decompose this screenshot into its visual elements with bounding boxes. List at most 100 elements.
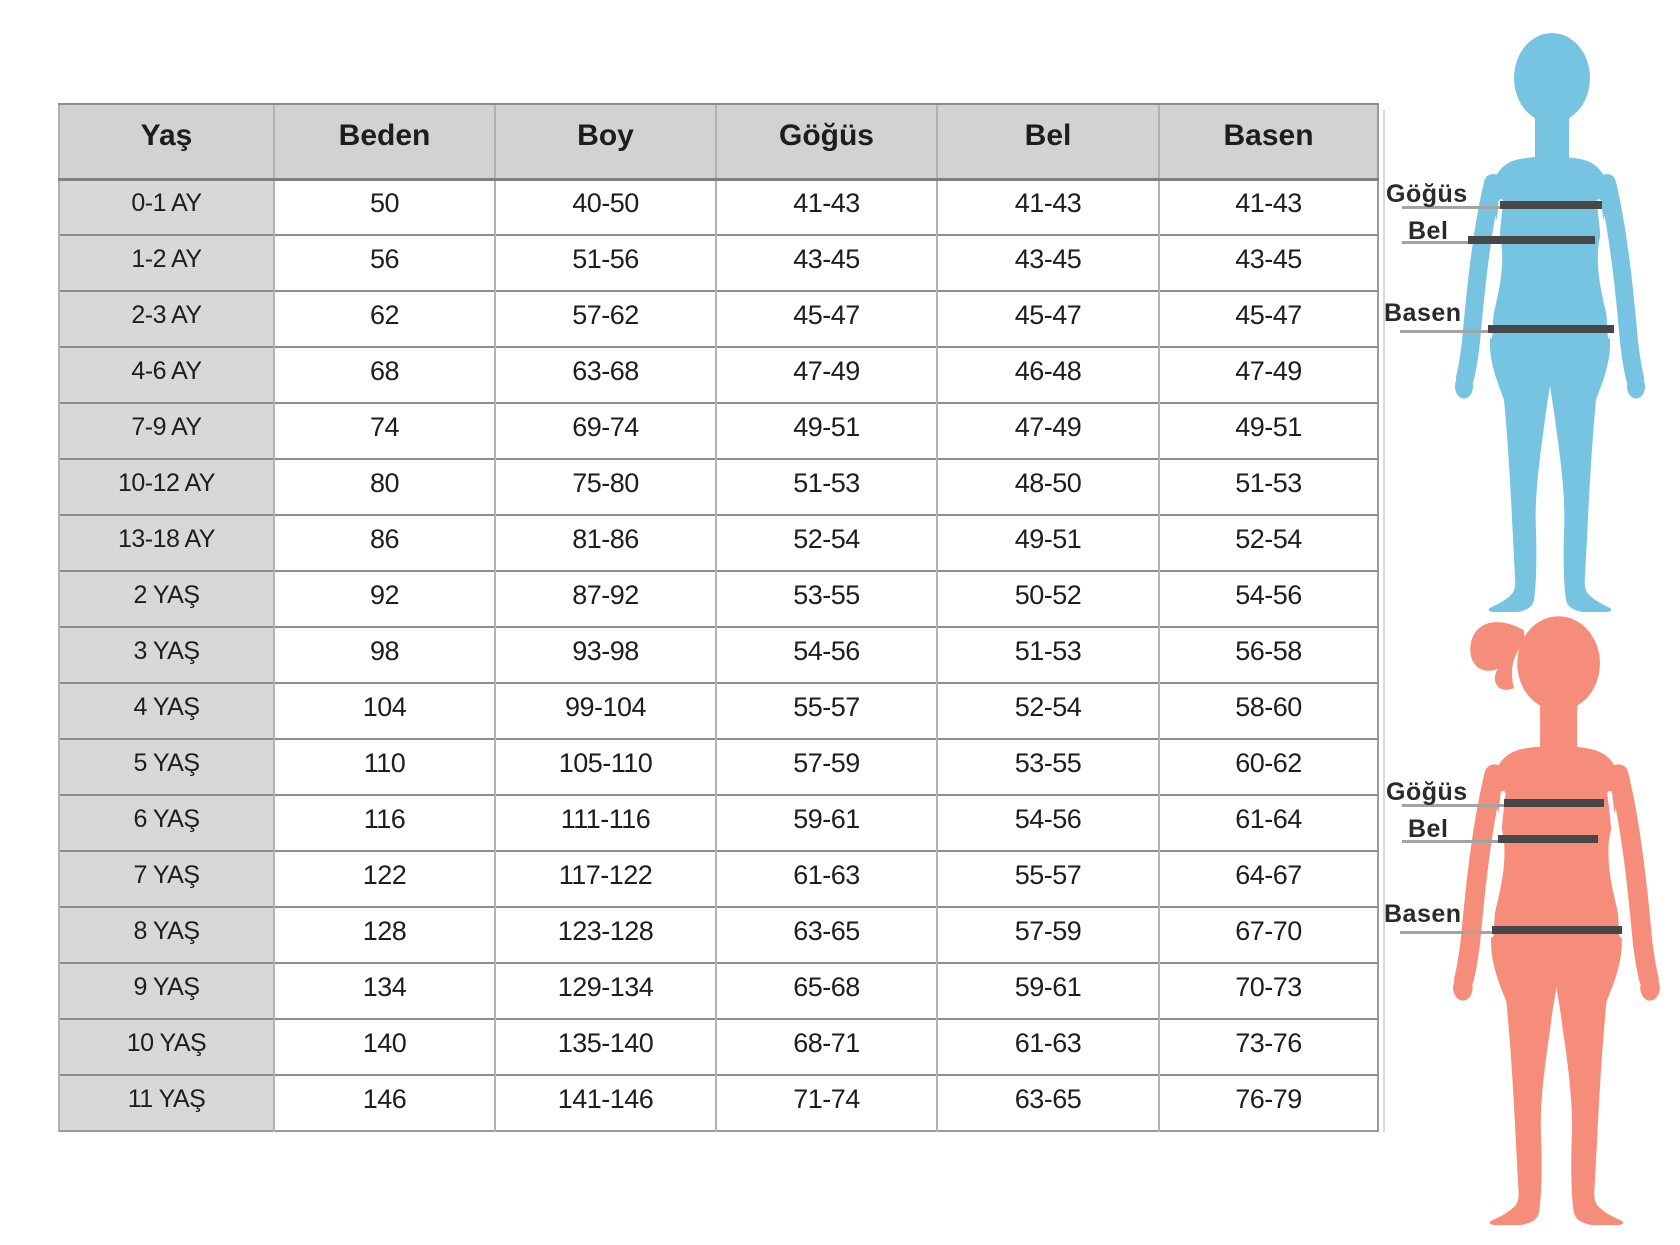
value-cell: 56-58	[1158, 626, 1378, 683]
value-cell: 80	[273, 458, 495, 515]
value-cell: 41-43	[715, 178, 937, 235]
value-cell: 40-50	[494, 178, 716, 235]
age-cell: 4-6 AY	[58, 346, 274, 403]
table-row: 10-12 AY 80 75-80 51-53 48-50 51-53	[58, 458, 1378, 515]
table-row: 6 YAŞ 116 111-116 59-61 54-56 61-64	[58, 794, 1378, 851]
toddler-silhouette-icon	[1455, 33, 1645, 612]
value-cell: 54-56	[936, 794, 1159, 851]
age-cell: 4 YAŞ	[58, 682, 274, 739]
value-cell: 93-98	[494, 626, 716, 683]
hips-label-bottom: Basen	[1384, 900, 1462, 928]
value-cell: 45-47	[1158, 290, 1378, 347]
age-cell: 10-12 AY	[58, 458, 274, 515]
waist-label-top: Bel	[1408, 217, 1449, 245]
value-cell: 47-49	[936, 402, 1159, 459]
value-cell: 61-63	[936, 1018, 1159, 1075]
age-cell: 13-18 AY	[58, 514, 274, 571]
value-cell: 61-63	[715, 850, 937, 907]
ponytail	[1470, 622, 1525, 690]
value-cell: 129-134	[494, 962, 716, 1019]
value-cell: 99-104	[494, 682, 716, 739]
column-header: Basen	[1158, 103, 1378, 181]
value-cell: 65-68	[715, 962, 937, 1019]
value-cell: 134	[273, 962, 495, 1019]
waist-label-bottom: Bel	[1408, 815, 1449, 843]
value-cell: 49-51	[936, 514, 1159, 571]
size-table: Yaş Beden Boy Göğüs Bel Basen 0-1 AY 50 40-50 41…	[58, 103, 1379, 1132]
column-header: Bel	[936, 103, 1159, 181]
value-cell: 43-45	[1158, 234, 1378, 291]
value-cell: 146	[273, 1074, 495, 1131]
age-cell: 10 YAŞ	[58, 1018, 274, 1075]
age-cell: 2-3 AY	[58, 290, 274, 347]
table-row: 3 YAŞ 98 93-98 54-56 51-53 56-58	[58, 626, 1378, 683]
age-cell: 2 YAŞ	[58, 570, 274, 627]
chest-guide-line-bottom	[1402, 804, 1604, 807]
value-cell: 140	[273, 1018, 495, 1075]
value-cell: 63-65	[936, 1074, 1159, 1131]
column-header: Beden	[273, 103, 495, 181]
toddler-silhouette-figure	[1420, 30, 1670, 612]
value-cell: 123-128	[494, 906, 716, 963]
value-cell: 50-52	[936, 570, 1159, 627]
value-cell: 53-55	[715, 570, 937, 627]
value-cell: 48-50	[936, 458, 1159, 515]
age-cell: 0-1 AY	[58, 178, 274, 235]
value-cell: 104	[273, 682, 495, 739]
value-cell: 70-73	[1158, 962, 1378, 1019]
value-cell: 105-110	[494, 738, 716, 795]
age-cell: 7-9 AY	[58, 402, 274, 459]
waist-body-line-bottom	[1498, 835, 1598, 843]
value-cell: 135-140	[494, 1018, 716, 1075]
value-cell: 64-67	[1158, 850, 1378, 907]
value-cell: 50	[273, 178, 495, 235]
table-row: 0-1 AY 50 40-50 41-43 41-43 41-43	[58, 178, 1378, 235]
table-row: 8 YAŞ 128 123-128 63-65 57-59 67-70	[58, 906, 1378, 963]
value-cell: 59-61	[936, 962, 1159, 1019]
value-cell: 81-86	[494, 514, 716, 571]
table-row: 7 YAŞ 122 117-122 61-63 55-57 64-67	[58, 850, 1378, 907]
value-cell: 87-92	[494, 570, 716, 627]
table-row: 2 YAŞ 92 87-92 53-55 50-52 54-56	[58, 570, 1378, 627]
age-cell: 6 YAŞ	[58, 794, 274, 851]
value-cell: 53-55	[936, 738, 1159, 795]
value-cell: 51-56	[494, 234, 716, 291]
value-cell: 68-71	[715, 1018, 937, 1075]
value-cell: 92	[273, 570, 495, 627]
value-cell: 51-53	[936, 626, 1159, 683]
value-cell: 47-49	[715, 346, 937, 403]
table-row: 4 YAŞ 104 99-104 55-57 52-54 58-60	[58, 682, 1378, 739]
value-cell: 63-68	[494, 346, 716, 403]
age-cell: 7 YAŞ	[58, 850, 274, 907]
table-row: 11 YAŞ 146 141-146 71-74 63-65 76-79	[58, 1074, 1378, 1131]
value-cell: 74	[273, 402, 495, 459]
age-cell: 5 YAŞ	[58, 738, 274, 795]
table-row: 10 YAŞ 140 135-140 68-71 61-63 73-76	[58, 1018, 1378, 1075]
value-cell: 54-56	[715, 626, 937, 683]
chest-label-top: Göğüs	[1386, 180, 1468, 208]
value-cell: 141-146	[494, 1074, 716, 1131]
table-row: 1-2 AY 56 51-56 43-45 43-45 43-45	[58, 234, 1378, 291]
age-cell: 11 YAŞ	[58, 1074, 274, 1131]
value-cell: 52-54	[715, 514, 937, 571]
value-cell: 41-43	[936, 178, 1159, 235]
value-cell: 61-64	[1158, 794, 1378, 851]
age-cell: 1-2 AY	[58, 234, 274, 291]
hips-body-line-bottom	[1492, 926, 1622, 934]
value-cell: 128	[273, 906, 495, 963]
table-row: 13-18 AY 86 81-86 52-54 49-51 52-54	[58, 514, 1378, 571]
chest-body-line-bottom	[1504, 799, 1604, 807]
value-cell: 49-51	[1158, 402, 1378, 459]
value-cell: 43-45	[715, 234, 937, 291]
value-cell: 49-51	[715, 402, 937, 459]
value-cell: 86	[273, 514, 495, 571]
value-cell: 47-49	[1158, 346, 1378, 403]
column-header: Yaş	[58, 103, 274, 181]
value-cell: 110	[273, 738, 495, 795]
value-cell: 51-53	[715, 458, 937, 515]
hips-label-top: Basen	[1384, 299, 1462, 327]
value-cell: 63-65	[715, 906, 937, 963]
value-cell: 45-47	[936, 290, 1159, 347]
value-cell: 56	[273, 234, 495, 291]
